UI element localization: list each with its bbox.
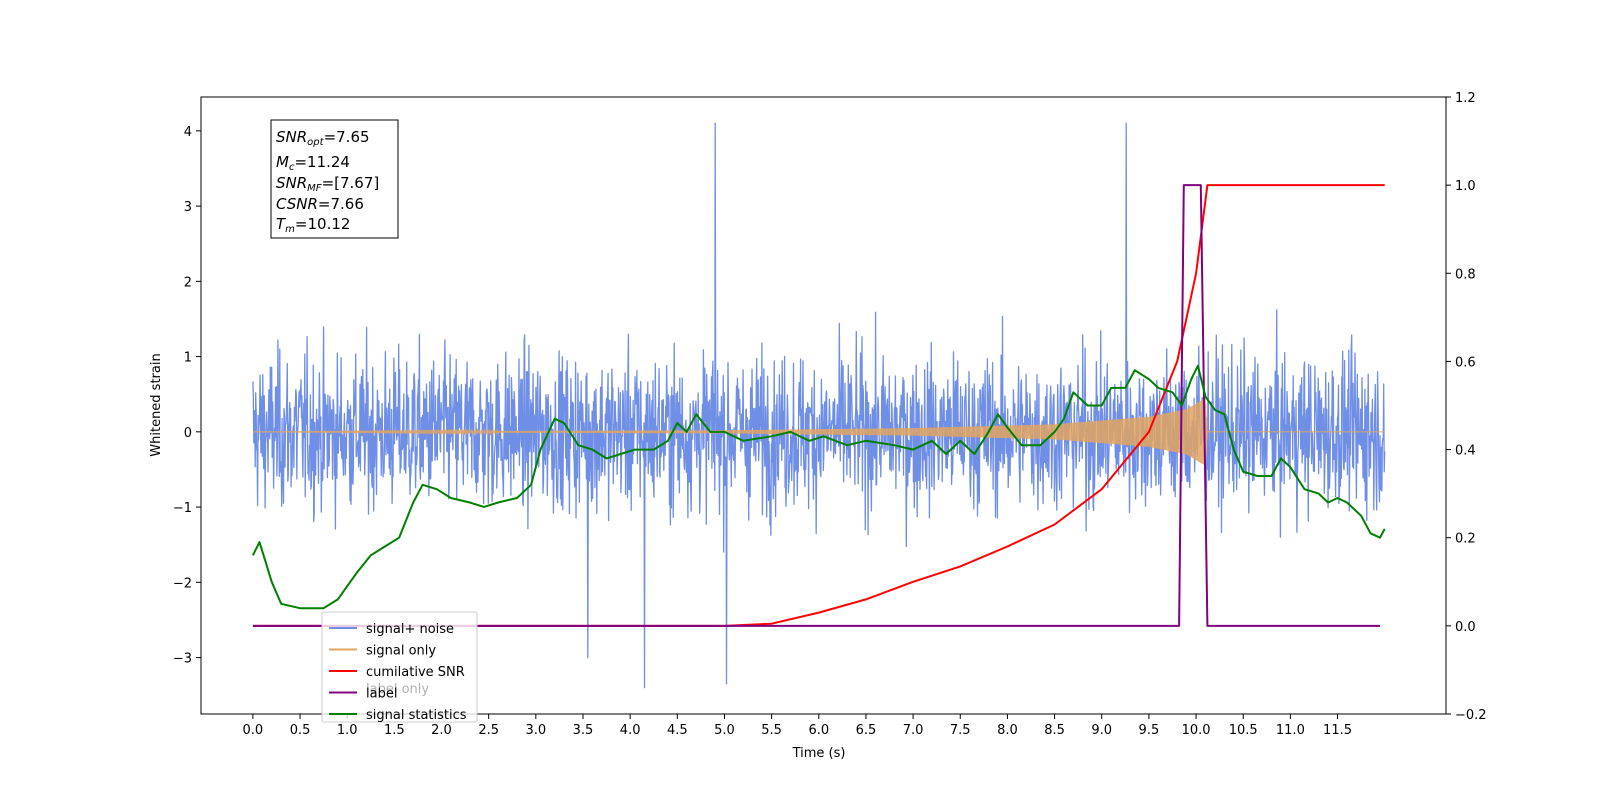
signal-noise-line xyxy=(252,122,1386,689)
x-tick-label: 8.0 xyxy=(997,723,1018,738)
x-tick-label: 4.5 xyxy=(667,723,688,738)
y-tick-label-left: 3 xyxy=(184,200,192,215)
y-tick-label-right: 1.0 xyxy=(1455,179,1476,194)
y-tick-label-left: −2 xyxy=(173,576,192,591)
x-tick-label: 7.5 xyxy=(950,723,971,738)
legend: label only signal+ noise signal only cumil… xyxy=(321,611,478,723)
y-tick-label-left: −1 xyxy=(173,501,192,516)
axes-frame xyxy=(200,96,1447,715)
x-tick-label: 2.5 xyxy=(478,723,499,738)
label-line xyxy=(252,184,1380,627)
y-tick-label-right: 0.2 xyxy=(1455,532,1476,547)
x-tick-label: 11.0 xyxy=(1276,723,1305,738)
x-tick-label: 1.0 xyxy=(337,723,358,738)
y-tick-label-right: −0.2 xyxy=(1455,708,1487,723)
legend-label: signal statistics xyxy=(366,708,467,723)
y-tick-label-right: 0.6 xyxy=(1455,355,1476,370)
x-tick-label: 0.5 xyxy=(290,723,311,738)
y-tick-label-left: −3 xyxy=(173,652,192,667)
stats-box-frame xyxy=(270,119,399,239)
y-tick-label-left: 1 xyxy=(184,351,192,366)
x-tick-label: 3.0 xyxy=(525,723,546,738)
ticks-layer: 0.0 0.5 1.0 1.5 2.0 2.5 3.0 3.5 4.0 4.5 5.0 5.5 6.0 6… xyxy=(173,91,1487,738)
series-layer xyxy=(252,184,1386,627)
legend-label: cumilative SNR xyxy=(366,665,465,680)
signal-only-line xyxy=(252,398,1385,466)
x-tick-label: 7.0 xyxy=(903,723,924,738)
legend-overlap-text: label only xyxy=(366,682,429,697)
x-tick-label: 5.0 xyxy=(714,723,735,738)
mc-stat: Mc=11.24 xyxy=(276,153,350,173)
signal-noise-series xyxy=(252,122,1386,689)
x-tick-label: 10.0 xyxy=(1182,723,1211,738)
csnr-stat: CSNR=7.66 xyxy=(276,195,364,213)
y-axis-label: Whitened strain xyxy=(149,353,164,456)
y-tick-label-right: 0.4 xyxy=(1455,444,1476,459)
x-tick-label: 9.0 xyxy=(1091,723,1112,738)
legend-label: signal only xyxy=(366,644,436,659)
legend-label: label xyxy=(366,687,397,702)
y-tick-label-right: 1.2 xyxy=(1455,91,1476,106)
x-tick-label: 9.5 xyxy=(1139,723,1160,738)
snr-mf-stat: SNRMF=[7.67] xyxy=(276,174,379,194)
x-tick-label: 2.0 xyxy=(431,723,452,738)
y-tick-label-left: 4 xyxy=(184,125,192,140)
x-tick-label: 5.5 xyxy=(761,723,782,738)
x-axis-label: Time (s) xyxy=(792,746,846,761)
x-tick-label: 10.5 xyxy=(1229,723,1258,738)
x-tick-label: 1.5 xyxy=(384,723,405,738)
cumilative-snr-line xyxy=(252,184,1385,627)
y-tick-label-left: 2 xyxy=(184,275,192,290)
legend-label: signal+ noise xyxy=(366,622,454,637)
legend-frame xyxy=(321,611,478,723)
x-tick-label: 4.0 xyxy=(620,723,641,738)
stats-box: SNRopt=7.65 Mc=11.24 SNRMF=[7.67] CSNR=7… xyxy=(270,119,399,239)
y-tick-label-right: 0.0 xyxy=(1455,620,1476,635)
x-tick-label: 11.5 xyxy=(1323,723,1352,738)
x-tick-label: 8.5 xyxy=(1044,723,1065,738)
x-tick-label: 0.0 xyxy=(243,723,264,738)
tm-stat: Tm=10.12 xyxy=(276,215,350,235)
x-tick-label: 6.5 xyxy=(856,723,877,738)
x-tick-label: 3.5 xyxy=(573,723,594,738)
signal-statistics-line xyxy=(252,364,1386,610)
snr-opt-stat: SNRopt=7.65 xyxy=(276,128,370,148)
y-tick-label-left: 0 xyxy=(184,426,192,441)
y-tick-label-right: 0.8 xyxy=(1455,267,1476,282)
x-tick-label: 6.0 xyxy=(808,723,829,738)
